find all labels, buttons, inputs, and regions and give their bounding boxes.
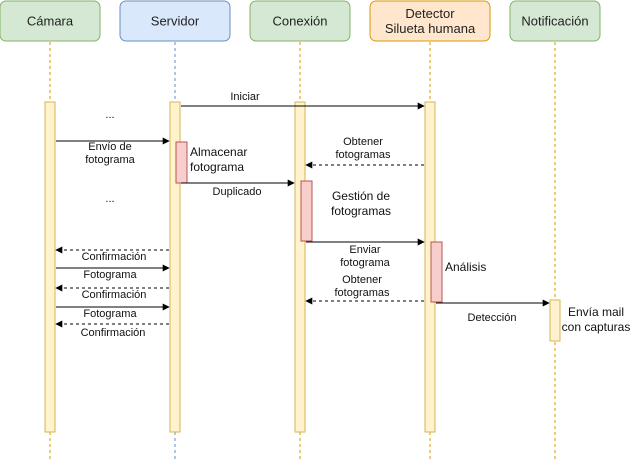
actor-camara: Cámara (0, 0, 101, 42)
message-label: Obtener (343, 136, 383, 148)
ellipsis-1: ... (105, 109, 114, 121)
message-label: Detección (468, 312, 517, 324)
actor-box (119, 0, 231, 42)
process-box (430, 241, 443, 303)
actor-label: Conexión (273, 14, 328, 29)
message-label: Enviar (349, 244, 381, 256)
actor-notificacion: Notificación (509, 0, 601, 42)
message-label: Confirmación (81, 327, 146, 339)
message-label: fotogramas (334, 287, 390, 299)
process-label: Gestión de (332, 189, 390, 203)
message-label: Iniciar (230, 91, 260, 103)
ellipsis-2: ... (105, 193, 114, 205)
process-label: con capturas (562, 320, 631, 334)
message-fotograma-1: Fotograma (56, 264, 170, 281)
notificacion-activation-bar (549, 299, 561, 342)
message-label: fotograma (85, 154, 135, 166)
message-label: Fotograma (83, 308, 137, 320)
process-label: fotograma (190, 160, 244, 174)
message-duplicado: Duplicado (181, 179, 295, 198)
actor-label: Silueta humana (385, 21, 476, 36)
servidor-activation-bar (169, 101, 181, 433)
actor-label: Detector (405, 6, 455, 21)
message-label: Obtener (342, 274, 382, 286)
actor-conexion: Conexión (249, 0, 351, 42)
message-label: Confirmación (82, 251, 147, 263)
conexion-activation-bar (294, 101, 306, 433)
actor-label: Servidor (151, 14, 200, 29)
actor-label: Notificación (521, 14, 588, 29)
message-confirmacion-1: Confirmación (55, 246, 169, 263)
actor-box (249, 0, 351, 42)
process-box (300, 180, 313, 242)
message-deteccion: Detección (436, 299, 550, 324)
process-label: fotogramas (331, 204, 391, 218)
actor-label: Cámara (27, 14, 74, 29)
camara-activation-bar (44, 101, 56, 433)
message-label: fotograma (340, 257, 390, 269)
message-confirmacion-3: Confirmación (55, 320, 169, 339)
process-analisis: Análisis (430, 241, 486, 303)
process-label: Análisis (445, 260, 486, 274)
message-fotograma-2: Fotograma (56, 303, 170, 320)
message-label: Fotograma (83, 269, 137, 281)
actor-box (369, 0, 491, 42)
message-label: Confirmación (82, 289, 147, 301)
message-confirmacion-2: Confirmación (55, 284, 169, 301)
process-label: Almacenar (190, 145, 247, 159)
actor-box (0, 0, 101, 42)
message-iniciar: Iniciar (181, 91, 425, 110)
actor-servidor: Servidor (119, 0, 231, 42)
actor-box (509, 0, 601, 42)
process-box (175, 141, 188, 184)
message-label: Envío de (88, 141, 131, 153)
message-label: fotogramas (335, 149, 391, 161)
process-label: Envía mail (568, 305, 624, 319)
message-label: Duplicado (213, 186, 262, 198)
